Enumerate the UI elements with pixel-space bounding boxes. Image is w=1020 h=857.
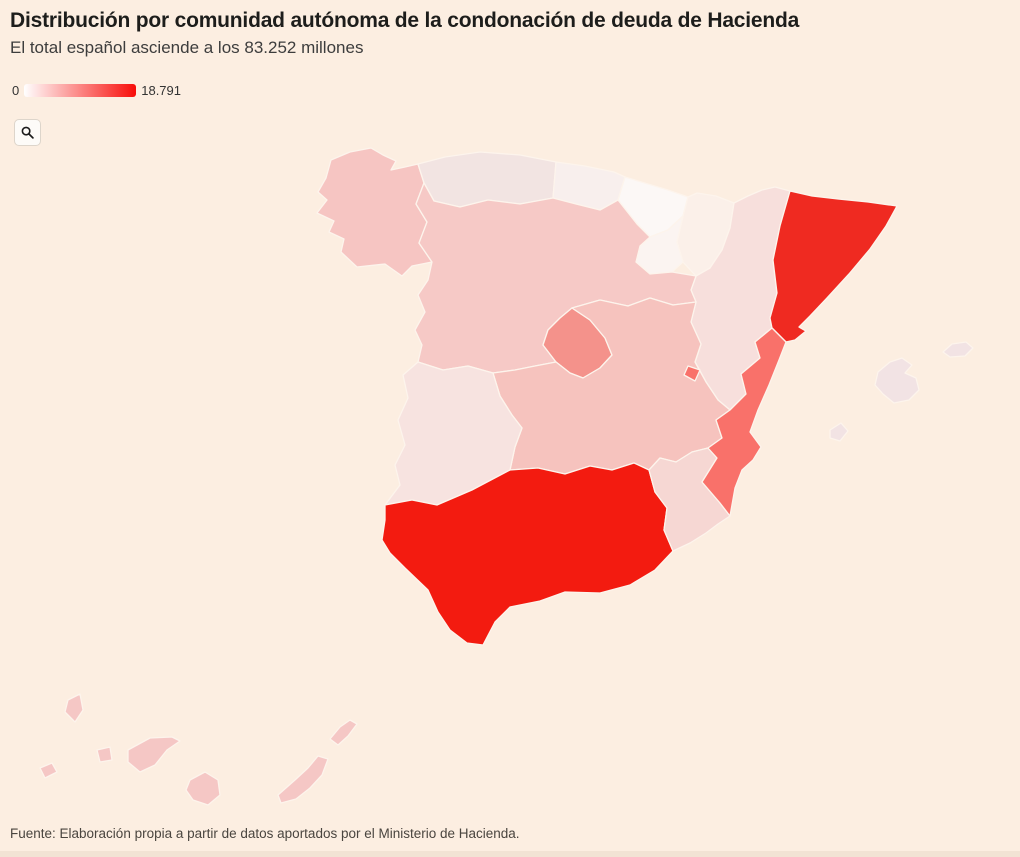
- magnifier-icon: [21, 126, 34, 139]
- zoom-button[interactable]: [14, 119, 41, 146]
- legend-min-label: 0: [12, 83, 20, 98]
- chart-title: Distribución por comunidad autónoma de l…: [10, 9, 800, 32]
- chart-subtitle: El total español asciende a los 83.252 m…: [10, 38, 364, 58]
- region-cataluna[interactable]: Cataluña: [769, 190, 898, 343]
- region-andalucia[interactable]: Andalucía: [381, 462, 674, 646]
- bottom-edge-bar: [0, 851, 1020, 857]
- region-galicia[interactable]: Galicia: [316, 147, 433, 277]
- legend-gradient-bar: [24, 84, 137, 97]
- region-canarias[interactable]: Canarias: [39, 693, 358, 806]
- region-asturias[interactable]: Asturias: [417, 151, 557, 208]
- chart-header: Distribución por comunidad autónoma de l…: [10, 8, 1010, 58]
- legend-max-label: 18.791: [141, 83, 181, 98]
- source-note: Fuente: Elaboración propia a partir de d…: [10, 826, 520, 841]
- region-baleares[interactable]: Islas Baleares: [829, 341, 974, 442]
- region-comunidad-valenciana[interactable]: Comunidad Valenciana: [683, 327, 787, 517]
- color-scale-legend: 0 18.791: [12, 83, 181, 98]
